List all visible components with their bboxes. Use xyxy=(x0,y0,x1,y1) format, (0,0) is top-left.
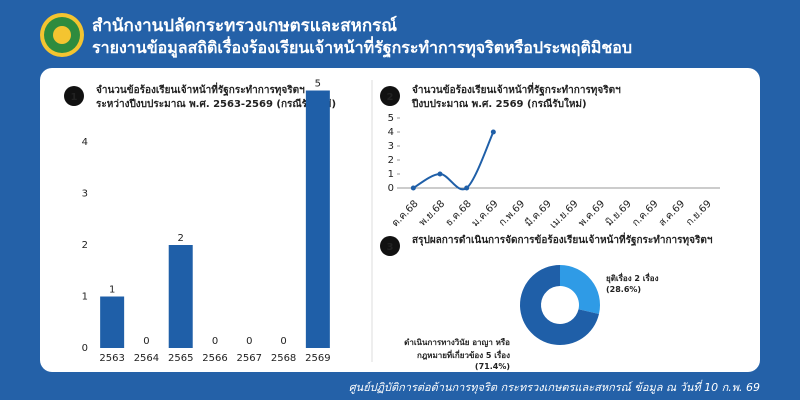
slice-label-part: ยุติเรื่อง 2 เรื่อง xyxy=(606,274,659,283)
data-label: 1 xyxy=(109,285,115,296)
badge-number: 3 xyxy=(387,242,394,253)
x-tick-label: มิ.ย.69 xyxy=(604,198,634,228)
y-tick-label: 4 xyxy=(388,127,394,138)
point xyxy=(437,171,443,177)
x-tick-label: 2563 xyxy=(99,353,124,364)
x-tick-label: ม.ค.69 xyxy=(470,198,501,229)
y-tick-label: 2 xyxy=(388,155,394,166)
data-label: 5 xyxy=(315,79,321,90)
slice xyxy=(520,265,599,345)
data-label: 0 xyxy=(246,336,252,347)
x-tick-label: ธ.ค.68 xyxy=(444,198,474,228)
data-label: 0 xyxy=(143,336,149,347)
data-label: 0 xyxy=(212,336,218,347)
slice-label: ดำเนินการทางวินัย อาญา หรือกฎหมายที่เกี่… xyxy=(400,336,510,371)
bar xyxy=(168,245,193,348)
point xyxy=(464,185,470,191)
point xyxy=(410,185,416,191)
y-tick-label: 5 xyxy=(388,113,394,124)
y-tick-label: 0 xyxy=(388,183,394,194)
data-label: 0 xyxy=(280,336,286,347)
panel-title: จำนวนข้อร้องเรียนเจ้าหน้าที่รัฐกระทำการท… xyxy=(96,82,305,96)
x-tick-label: 2568 xyxy=(271,353,296,364)
slice-label-part: (71.4%) xyxy=(474,362,510,371)
footer: ศูนย์ปฏิบัติการต่อต้านการทุจริต กระทรวงเ… xyxy=(348,381,760,394)
x-tick-label: 2565 xyxy=(168,353,193,364)
x-tick-label: ก.พ.69 xyxy=(497,198,527,228)
bar xyxy=(100,296,125,348)
y-tick-label: 4 xyxy=(82,137,88,148)
line xyxy=(412,131,495,191)
y-tick-label: 1 xyxy=(82,292,88,303)
x-tick-label: ก.ย.69 xyxy=(684,198,714,228)
header-title: สำนักงานปลัดกระทรวงเกษตรและสหกรณ์ xyxy=(92,16,398,36)
slice xyxy=(560,265,600,314)
panel-title: จำนวนข้อร้องเรียนเจ้าหน้าที่รัฐกระทำการท… xyxy=(412,82,621,96)
logo xyxy=(40,13,84,57)
x-tick-label: 2564 xyxy=(134,353,159,364)
x-tick-label: ต.ค.68 xyxy=(390,198,421,229)
x-tick-label: พ.ย.68 xyxy=(417,198,447,228)
badge-number: 1 xyxy=(71,92,78,103)
bar xyxy=(305,90,330,348)
slice-label: ยุติเรื่อง 2 เรื่อง (28.6%) xyxy=(606,272,706,294)
x-tick-label: 2569 xyxy=(305,353,330,364)
card xyxy=(40,68,760,372)
badge-number: 2 xyxy=(387,92,394,103)
x-tick-label: ส.ค.69 xyxy=(657,198,687,228)
data-label: 2 xyxy=(178,233,184,244)
panel-subtitle: ระหว่างปีงบประมาณ พ.ศ. 2563-2569 (กรณีรั… xyxy=(96,97,336,110)
y-tick-label: 2 xyxy=(82,240,88,251)
slice-label-part: (28.6%) xyxy=(606,285,642,294)
point xyxy=(490,129,496,135)
slice-label-part: ดำเนินการทางวินัย อาญา หรือกฎหมายที่เกี่… xyxy=(404,338,510,360)
panel-subtitle: ปีงบประมาณ พ.ศ. 2569 (กรณีรับใหม่) xyxy=(411,97,586,110)
x-tick-label: เม.ย.69 xyxy=(548,198,580,230)
x-tick-label: พ.ค.69 xyxy=(577,198,608,229)
y-tick-label: 1 xyxy=(388,169,394,180)
badge xyxy=(380,86,400,106)
x-tick-label: 2567 xyxy=(237,353,262,364)
panel-title: สรุปผลการดำเนินการจัดการข้อร้องเรียนเจ้า… xyxy=(412,232,713,246)
y-tick-label: 3 xyxy=(388,141,394,152)
badge xyxy=(380,236,400,256)
y-tick-label: 3 xyxy=(82,189,88,200)
badge xyxy=(64,86,84,106)
x-tick-label: 2566 xyxy=(202,353,227,364)
header-subtitle: รายงานข้อมูลสถิติเรื่องร้องเรียนเจ้าหน้า… xyxy=(92,38,633,57)
x-tick-label: ก.ค.69 xyxy=(630,198,660,228)
y-tick-label: 0 xyxy=(82,343,88,354)
